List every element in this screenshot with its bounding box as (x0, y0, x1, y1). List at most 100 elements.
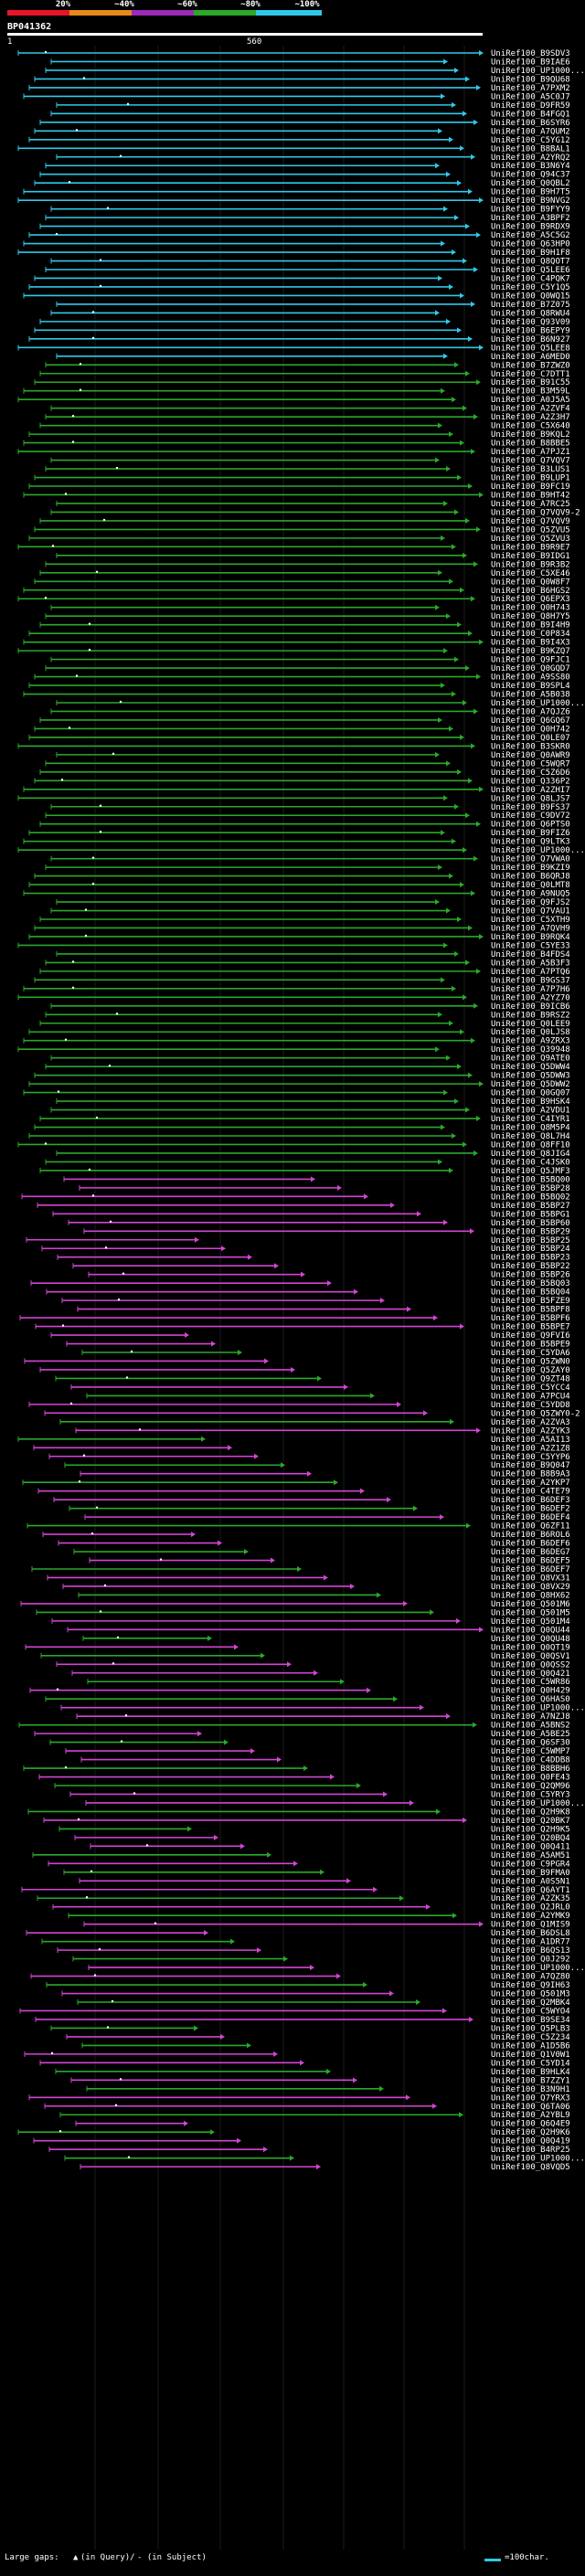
hit-label[interactable]: UniRef100_C5XTH9 (491, 916, 570, 925)
hit-label[interactable]: UniRef100_B9ICB6 (491, 1002, 570, 1012)
hit-label[interactable]: UniRef100_Q2H9K5 (491, 1825, 570, 1834)
hit-label[interactable]: UniRef100_B4FDS4 (491, 950, 570, 959)
hit-label[interactable]: UniRef100_Q2MBK4 (491, 1998, 570, 2008)
hit-label[interactable]: UniRef100_B9H1F8 (491, 249, 570, 258)
hit-label[interactable]: UniRef100_Q7VQV7 (491, 457, 570, 466)
hit-label[interactable]: UniRef100_B7Z075 (491, 301, 570, 310)
hit-label[interactable]: UniRef100_Q0FE43 (491, 1774, 570, 1783)
hit-label[interactable]: UniRef100_C5Y1Q5 (491, 283, 570, 292)
hit-label[interactable]: UniRef100_A2YRQ2 (491, 154, 570, 163)
hit-label[interactable]: UniRef100_B5BPG1 (491, 1210, 570, 1219)
hit-label[interactable]: UniRef100_B6DEF3 (491, 1496, 570, 1505)
hit-label[interactable]: UniRef100_Q0H429 (491, 1687, 570, 1696)
hit-label[interactable]: UniRef100_Q501M6 (491, 1600, 570, 1609)
hit-label[interactable]: UniRef100_A0S5N1 (491, 1877, 570, 1886)
hit-label[interactable]: UniRef100_A7RC25 (491, 500, 570, 509)
hit-label[interactable]: UniRef100_Q0QT19 (491, 1643, 570, 1652)
hit-label[interactable]: UniRef100_A3BPF2 (491, 214, 570, 223)
hit-label[interactable]: UniRef100_B4FGQ1 (491, 110, 570, 119)
hit-label[interactable]: UniRef100_B9RDX9 (491, 223, 570, 232)
hit-label[interactable]: UniRef100_Q0Q419 (491, 2137, 570, 2147)
hit-label[interactable]: UniRef100_A0J5A5 (491, 396, 570, 405)
hit-label[interactable]: UniRef100_B9RSZ2 (491, 1011, 570, 1020)
hit-label[interactable]: UniRef100_B9KQL2 (491, 430, 570, 440)
hit-label[interactable]: UniRef100_Q8VX29 (491, 1583, 570, 1592)
hit-label[interactable]: UniRef100_B6DSL8 (491, 1929, 570, 1938)
hit-label[interactable]: UniRef100_C7DTT1 (491, 370, 570, 379)
hit-label[interactable]: UniRef100_Q9FVI6 (491, 1331, 570, 1341)
hit-label[interactable]: UniRef100_B9R9E7 (491, 543, 570, 552)
hit-label[interactable]: UniRef100_B3N9H1 (491, 2085, 570, 2094)
hit-label[interactable]: UniRef100_A2VDU1 (491, 1107, 570, 1116)
hit-label[interactable]: UniRef100_C5YE33 (491, 941, 570, 950)
hit-label[interactable]: UniRef100_Q2JRL0 (491, 1903, 570, 1913)
hit-label[interactable]: UniRef100_Q5PLB3 (491, 2024, 570, 2033)
hit-label[interactable]: UniRef100_B5BP24 (491, 1245, 570, 1254)
hit-label[interactable]: UniRef100_C5WQR7 (491, 759, 570, 769)
hit-label[interactable]: UniRef100_A2ZVA3 (491, 1418, 570, 1427)
hit-label[interactable]: UniRef100_A2ZVF4 (491, 405, 570, 414)
hit-label[interactable]: UniRef100_Q9IH63 (491, 1981, 570, 1990)
hit-label[interactable]: UniRef100_Q93V09 (491, 318, 570, 327)
hit-label[interactable]: UniRef100_B5BP22 (491, 1262, 570, 1271)
hit-label[interactable]: UniRef100_Q6Q4E9 (491, 2120, 570, 2129)
hit-label[interactable]: UniRef100_Q8LJS7 (491, 794, 570, 803)
hit-label[interactable]: UniRef100_B6DEF6 (491, 1540, 570, 1549)
hit-label[interactable]: UniRef100_Q20BQ4 (491, 1834, 570, 1843)
hit-label[interactable]: UniRef100_Q5ZVU3 (491, 535, 570, 544)
hit-label[interactable]: UniRef100_Q7VQV9 (491, 517, 570, 526)
hit-label[interactable]: UniRef100_Q0LMT8 (491, 881, 570, 890)
hit-label[interactable]: UniRef100_B6EPY9 (491, 326, 570, 335)
hit-label[interactable]: UniRef100_B5BQ04 (491, 1288, 570, 1298)
hit-label[interactable]: UniRef100_Q0Q411 (491, 1842, 570, 1851)
hit-label[interactable]: UniRef100_B3M59L (491, 387, 570, 397)
hit-label[interactable]: UniRef100_A5C0J7 (491, 92, 570, 101)
hit-label[interactable]: UniRef100_UP1000... (491, 2155, 585, 2164)
hit-label[interactable]: UniRef100_Q8M5P4 (491, 1124, 570, 1133)
hit-label[interactable]: UniRef100_Q8VX31 (491, 1574, 570, 1583)
hit-label[interactable]: UniRef100_C4DDB8 (491, 1756, 570, 1765)
hit-label[interactable]: UniRef100_B8BBH6 (491, 1765, 570, 1774)
hit-label[interactable]: UniRef100_Q0QSV1 (491, 1652, 570, 1661)
hit-label[interactable]: UniRef100_Q8L7H4 (491, 1132, 570, 1141)
hit-label[interactable]: UniRef100_Q0QU48 (491, 1635, 570, 1644)
hit-label[interactable]: UniRef100_A5AI13 (491, 1436, 570, 1445)
hit-label[interactable]: UniRef100_B9I4X3 (491, 639, 570, 648)
hit-label[interactable]: UniRef100_C9PGR4 (491, 1860, 570, 1869)
hit-label[interactable]: UniRef100_Q0LEE9 (491, 1020, 570, 1029)
hit-label[interactable]: UniRef100_Q6GQ67 (491, 716, 570, 726)
hit-label[interactable]: UniRef100_C0P834 (491, 630, 570, 639)
hit-label[interactable]: UniRef100_UP1000... (491, 1964, 585, 1973)
hit-label[interactable]: UniRef100_B5BPF6 (491, 1314, 570, 1323)
hit-label[interactable]: UniRef100_A9ZRX3 (491, 1037, 570, 1046)
hit-label[interactable]: UniRef100_C5YCC4 (491, 1383, 570, 1393)
hit-label[interactable]: UniRef100_Q20BK7 (491, 1817, 570, 1826)
hit-label[interactable]: UniRef100_A1D5B6 (491, 2041, 570, 2051)
hit-label[interactable]: UniRef100_B6DEF7 (491, 1565, 570, 1574)
hit-label[interactable]: UniRef100_A7PJZ1 (491, 448, 570, 457)
hit-label[interactable]: UniRef100_UP1000... (491, 699, 585, 708)
hit-label[interactable]: UniRef100_A2YMK9 (491, 1912, 570, 1921)
hit-label[interactable]: UniRef100_B5BPE9 (491, 1341, 570, 1350)
hit-label[interactable]: UniRef100_B8BBE5 (491, 440, 570, 449)
hit-label[interactable]: UniRef100_B5BQ02 (491, 1193, 570, 1202)
hit-label[interactable]: UniRef100_Q0QSS2 (491, 1660, 570, 1670)
hit-label[interactable]: UniRef100_Q501M3 (491, 1990, 570, 1999)
hit-label[interactable]: UniRef100_A6MED0 (491, 353, 570, 362)
hit-label[interactable]: UniRef100_A7NZJ8 (491, 1712, 570, 1722)
hit-label[interactable]: UniRef100_Q8JIG4 (491, 1150, 570, 1159)
hit-label[interactable]: UniRef100_A9NUQ5 (491, 890, 570, 899)
hit-label[interactable]: UniRef100_C5WYO4 (491, 2007, 570, 2016)
hit-label[interactable]: UniRef100_C5Z6D6 (491, 769, 570, 778)
hit-label[interactable]: UniRef100_B9GS37 (491, 976, 570, 985)
hit-label[interactable]: UniRef100_Q9FJS2 (491, 898, 570, 907)
hit-label[interactable]: UniRef100_B9NVG2 (491, 196, 570, 206)
hit-label[interactable]: UniRef100_Q1MIS9 (491, 1921, 570, 1930)
hit-label[interactable]: UniRef100_B5BPE7 (491, 1323, 570, 1332)
hit-label[interactable]: UniRef100_Q501M5 (491, 1608, 570, 1617)
hit-label[interactable]: UniRef100_C4IYR1 (491, 1115, 570, 1124)
hit-label[interactable]: UniRef100_Q9ATE0 (491, 1055, 570, 1064)
hit-label[interactable]: UniRef100_B6DEF2 (491, 1505, 570, 1514)
hit-label[interactable]: UniRef100_A7QUM2 (491, 127, 570, 136)
hit-label[interactable]: UniRef100_Q2QM96 (491, 1782, 570, 1791)
